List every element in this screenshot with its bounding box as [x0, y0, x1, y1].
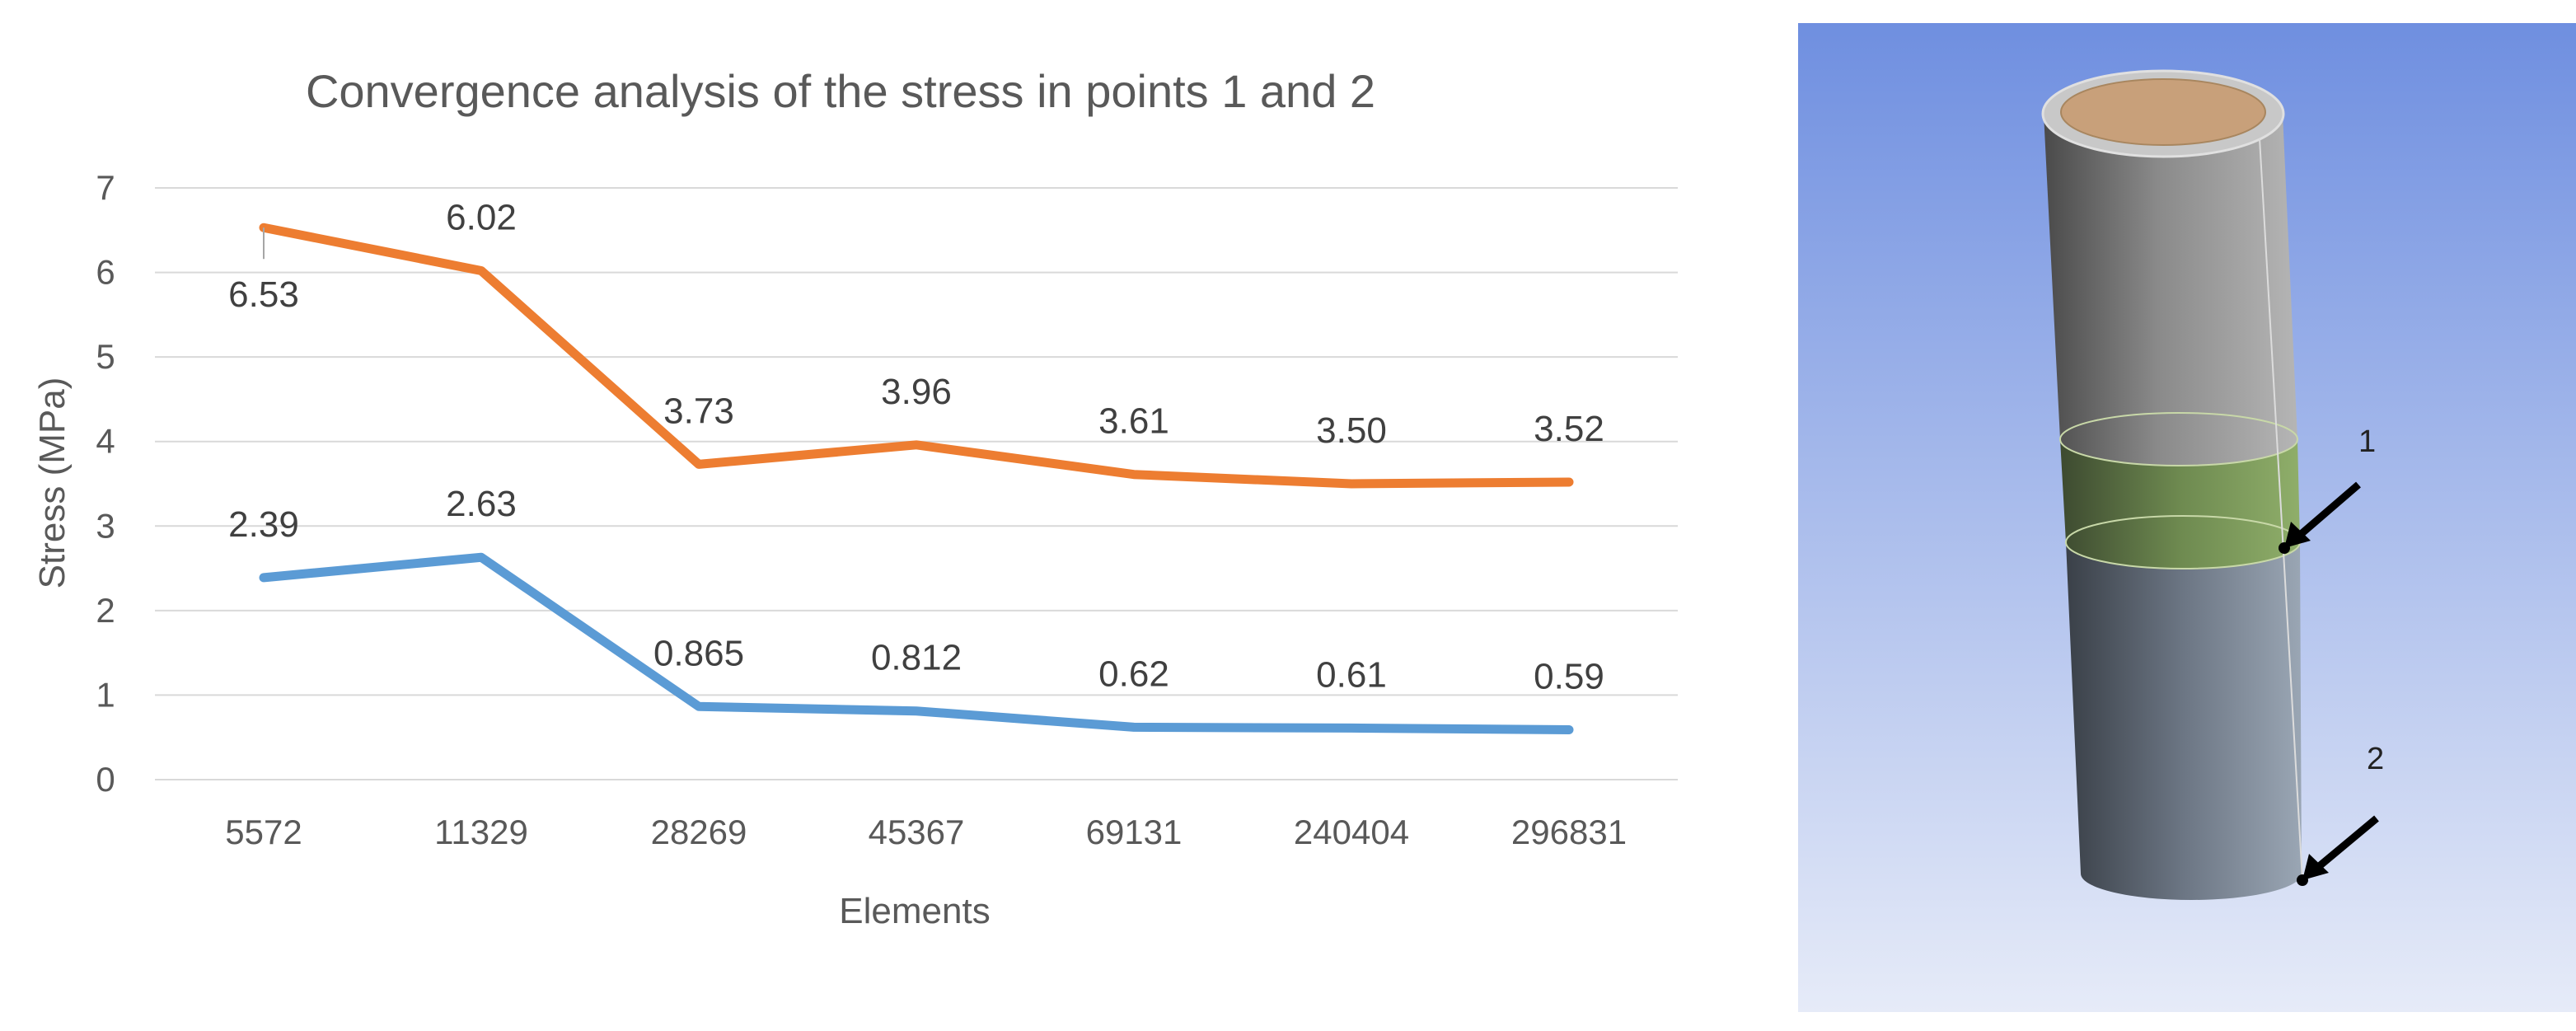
point-1-label: 1 — [2358, 424, 2376, 459]
y-tick-label: 4 — [96, 422, 115, 461]
data-label: 0.865 — [653, 633, 744, 673]
y-tick-label: 2 — [96, 591, 115, 630]
point-2-arrowhead — [2302, 854, 2329, 880]
point-1-arrowhead — [2284, 522, 2311, 548]
series-lines — [259, 223, 1574, 734]
data-label: 6.02 — [446, 198, 517, 238]
x-tick-label: 296831 — [1511, 813, 1627, 851]
upper-cylinder-section — [2044, 114, 2297, 466]
y-tick-label: 0 — [96, 760, 115, 799]
y-tick-label: 6 — [96, 253, 115, 292]
point-1-arrow — [2297, 481, 2361, 539]
band-edge-top — [2059, 412, 2298, 466]
point-2-arrow — [2315, 815, 2379, 871]
data-label: 3.96 — [881, 372, 952, 412]
data-label: 3.52 — [1534, 409, 1604, 449]
x-axis-title: Elements — [839, 891, 990, 931]
chart-title: Convergence analysis of the stress in po… — [306, 65, 1375, 117]
cylinder-model-view: 1 2 — [1798, 23, 2576, 1012]
data-label: 0.59 — [1534, 656, 1604, 696]
point-2-label: 2 — [2367, 742, 2384, 776]
y-tick-label: 3 — [96, 506, 115, 545]
cylinder-seam — [2259, 138, 2303, 881]
x-tick-label: 69131 — [1086, 813, 1183, 851]
data-label: 2.39 — [228, 504, 299, 545]
stress-convergence-chart: Convergence analysis of the stress in po… — [32, 65, 1678, 931]
y-tick-label: 5 — [96, 337, 115, 376]
data-label: 3.73 — [663, 391, 734, 431]
y-tick-label: 7 — [96, 168, 115, 207]
x-tick-label: 11329 — [434, 813, 528, 851]
data-label: 3.50 — [1316, 410, 1387, 451]
data-label: 2.63 — [446, 484, 517, 524]
x-tick-label: 5572 — [225, 813, 302, 851]
data-labels: 6.53 6.02 3.73 3.96 3.61 3.50 3.52 2.39 2.63 0.86… — [228, 198, 1604, 697]
y-tick-label: 1 — [96, 675, 115, 714]
x-tick-label: 45367 — [869, 813, 965, 851]
y-axis-ticks: 0 1 2 3 4 5 6 7 — [96, 168, 115, 799]
x-axis-ticks: 5572 11329 28269 45367 69131 240404 296831 — [225, 813, 1627, 851]
highlighted-band-section — [2060, 439, 2300, 569]
data-label: 6.53 — [228, 274, 299, 315]
y-axis-title: Stress (MPa) — [32, 377, 73, 589]
cylinder-top-face — [2060, 78, 2266, 146]
data-label: 3.61 — [1098, 401, 1169, 442]
data-label: 0.61 — [1316, 654, 1387, 695]
data-label: 0.812 — [871, 638, 962, 678]
data-label: 0.62 — [1098, 654, 1169, 694]
x-tick-label: 28269 — [651, 813, 747, 851]
x-tick-label: 240404 — [1294, 813, 1409, 851]
lower-cylinder-section — [2066, 542, 2302, 900]
